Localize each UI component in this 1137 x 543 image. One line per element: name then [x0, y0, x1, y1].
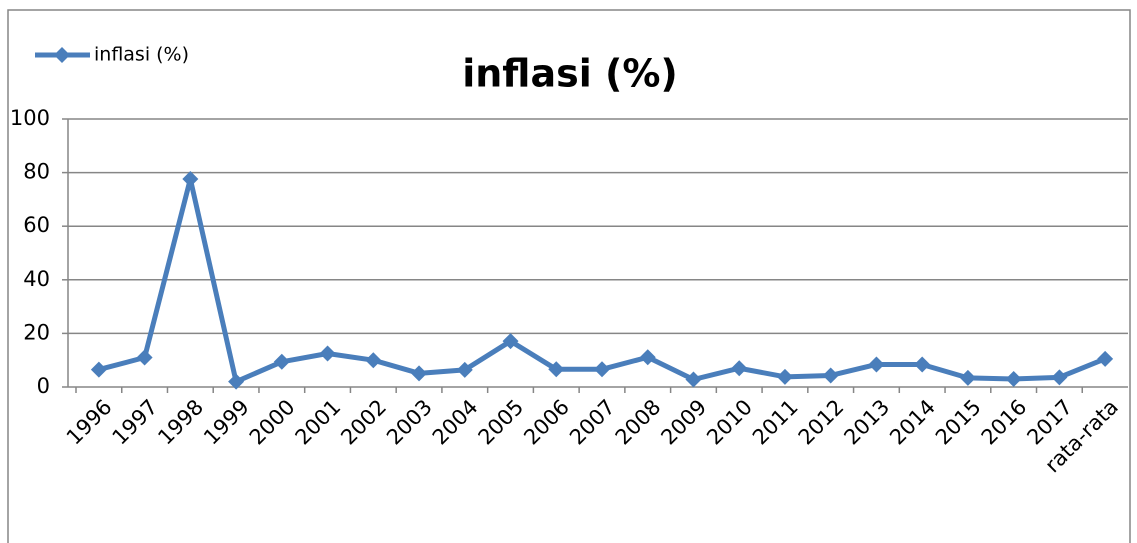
y-tick-label: 100 [10, 106, 50, 130]
y-tick-label: 0 [37, 374, 50, 398]
marker [136, 349, 153, 366]
marker [548, 361, 565, 378]
legend-label: inflasi (%) [94, 44, 189, 66]
chart-title: inflasi (%) [462, 52, 678, 96]
marker [1051, 369, 1068, 386]
y-tick-label: 20 [23, 320, 50, 344]
marker [90, 361, 107, 378]
marker [182, 171, 199, 188]
marker [868, 356, 885, 373]
marker [914, 356, 931, 373]
marker [228, 373, 245, 390]
marker [639, 349, 656, 366]
marker [594, 361, 610, 378]
marker [685, 371, 702, 388]
y-tick-label: 80 [23, 160, 50, 184]
marker [822, 367, 839, 384]
marker [502, 333, 519, 350]
marker [365, 352, 382, 369]
marker [731, 360, 748, 377]
marker [456, 361, 473, 378]
marker [959, 369, 976, 386]
marker [319, 345, 336, 362]
marker [273, 353, 290, 370]
y-tick-label: 60 [23, 213, 50, 237]
marker [411, 365, 428, 382]
chart-frame [7, 9, 1131, 543]
marker [1097, 350, 1114, 367]
marker [776, 368, 793, 385]
marker [1005, 370, 1022, 387]
y-tick-label: 40 [23, 267, 50, 291]
legend-marker [54, 47, 70, 63]
